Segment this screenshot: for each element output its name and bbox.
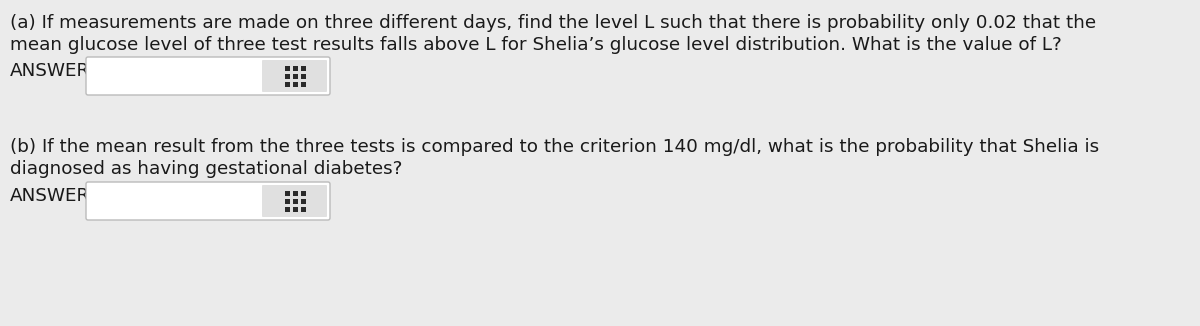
FancyBboxPatch shape (293, 190, 298, 196)
FancyBboxPatch shape (284, 206, 289, 212)
FancyBboxPatch shape (300, 199, 306, 203)
FancyBboxPatch shape (284, 73, 289, 79)
FancyBboxPatch shape (284, 82, 289, 86)
FancyBboxPatch shape (300, 190, 306, 196)
FancyBboxPatch shape (284, 199, 289, 203)
Text: (b) If the mean result from the three tests is compared to the criterion 140 mg/: (b) If the mean result from the three te… (10, 138, 1099, 156)
FancyBboxPatch shape (300, 82, 306, 86)
Text: ANSWER:: ANSWER: (10, 62, 96, 80)
Text: ANSWER:: ANSWER: (10, 187, 96, 205)
FancyBboxPatch shape (262, 60, 326, 92)
FancyBboxPatch shape (293, 66, 298, 70)
FancyBboxPatch shape (293, 73, 298, 79)
FancyBboxPatch shape (86, 57, 330, 95)
FancyBboxPatch shape (300, 73, 306, 79)
FancyBboxPatch shape (293, 82, 298, 86)
FancyBboxPatch shape (284, 66, 289, 70)
FancyBboxPatch shape (262, 185, 326, 217)
FancyBboxPatch shape (293, 206, 298, 212)
FancyBboxPatch shape (300, 66, 306, 70)
FancyBboxPatch shape (86, 182, 330, 220)
FancyBboxPatch shape (284, 190, 289, 196)
Text: mean glucose level of three test results falls above L for Shelia’s glucose leve: mean glucose level of three test results… (10, 36, 1062, 54)
Text: diagnosed as having gestational diabetes?: diagnosed as having gestational diabetes… (10, 160, 402, 178)
FancyBboxPatch shape (300, 206, 306, 212)
Text: (a) If measurements are made on three different days, find the level L such that: (a) If measurements are made on three di… (10, 14, 1096, 32)
FancyBboxPatch shape (293, 199, 298, 203)
